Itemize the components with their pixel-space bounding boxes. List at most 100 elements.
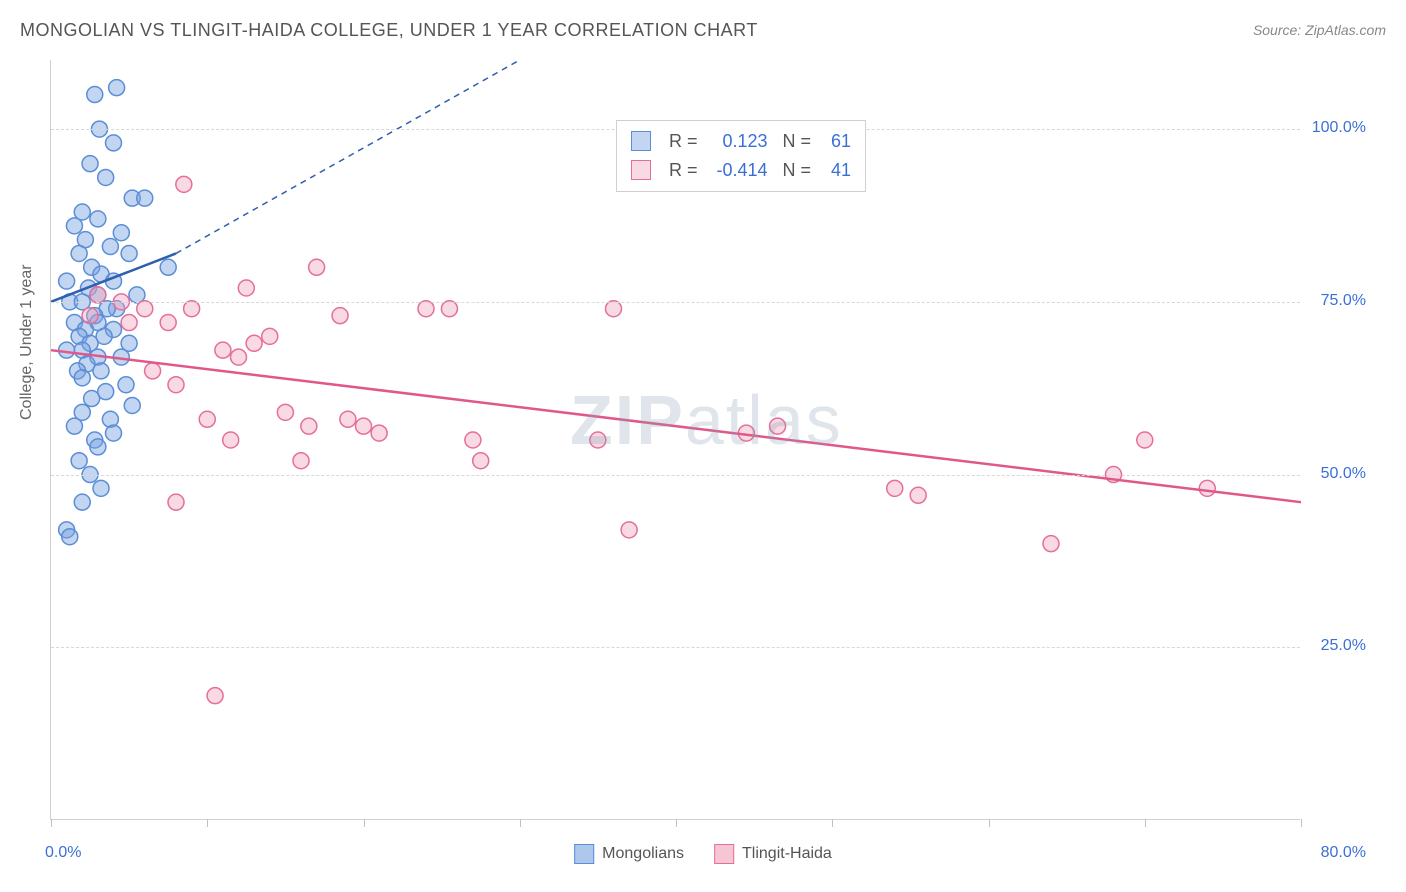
data-point bbox=[223, 432, 239, 448]
data-point bbox=[176, 176, 192, 192]
data-point bbox=[137, 190, 153, 206]
data-point bbox=[1199, 480, 1215, 496]
legend-item-mongolians: Mongolians bbox=[574, 844, 684, 864]
data-point bbox=[309, 259, 325, 275]
data-point bbox=[71, 453, 87, 469]
plot-area: R = 0.123 N = 61 R = -0.414 N = 41 bbox=[50, 60, 1300, 820]
r-label: R = bbox=[669, 156, 698, 185]
data-point bbox=[106, 135, 122, 151]
data-point bbox=[473, 453, 489, 469]
x-tick bbox=[1301, 819, 1302, 827]
x-axis-min-label: 0.0% bbox=[45, 844, 81, 862]
x-tick bbox=[676, 819, 677, 827]
data-point bbox=[231, 349, 247, 365]
gridline bbox=[51, 475, 1300, 476]
data-point bbox=[606, 301, 622, 317]
legend-label: Mongolians bbox=[602, 845, 684, 862]
data-point bbox=[160, 315, 176, 331]
x-tick bbox=[520, 819, 521, 827]
data-point bbox=[238, 280, 254, 296]
x-tick bbox=[989, 819, 990, 827]
legend-swatch-mongolians bbox=[631, 131, 651, 151]
data-point bbox=[74, 370, 90, 386]
data-point bbox=[246, 335, 262, 351]
data-point bbox=[770, 418, 786, 434]
legend-row-mongolians: R = 0.123 N = 61 bbox=[631, 127, 851, 156]
data-point bbox=[277, 404, 293, 420]
legend-swatch-tlingit bbox=[631, 160, 651, 180]
regression-line-extrapolated bbox=[176, 60, 520, 253]
data-point bbox=[90, 211, 106, 227]
data-point bbox=[93, 480, 109, 496]
x-tick bbox=[832, 819, 833, 827]
y-axis-label: College, Under 1 year bbox=[18, 264, 36, 420]
data-point bbox=[441, 301, 457, 317]
data-point bbox=[90, 287, 106, 303]
data-point bbox=[340, 411, 356, 427]
n-value-tlingit: 41 bbox=[821, 156, 851, 185]
x-tick bbox=[51, 819, 52, 827]
data-point bbox=[93, 363, 109, 379]
data-point bbox=[82, 308, 98, 324]
data-point bbox=[910, 487, 926, 503]
data-point bbox=[293, 453, 309, 469]
data-point bbox=[90, 439, 106, 455]
data-point bbox=[59, 273, 75, 289]
correlation-legend: R = 0.123 N = 61 R = -0.414 N = 41 bbox=[616, 120, 866, 192]
legend-row-tlingit: R = -0.414 N = 41 bbox=[631, 156, 851, 185]
data-point bbox=[118, 377, 134, 393]
legend-swatch-icon bbox=[574, 844, 594, 864]
data-point bbox=[590, 432, 606, 448]
y-tick-label: 25.0% bbox=[1296, 637, 1366, 655]
data-point bbox=[262, 328, 278, 344]
data-point bbox=[66, 218, 82, 234]
data-point bbox=[87, 87, 103, 103]
data-point bbox=[356, 418, 372, 434]
data-point bbox=[98, 169, 114, 185]
source-credit: Source: ZipAtlas.com bbox=[1253, 22, 1386, 38]
y-tick-label: 50.0% bbox=[1296, 465, 1366, 483]
y-tick-label: 75.0% bbox=[1296, 292, 1366, 310]
regression-line bbox=[51, 350, 1301, 502]
r-value-mongolians: 0.123 bbox=[708, 127, 768, 156]
data-point bbox=[121, 315, 137, 331]
gridline bbox=[51, 647, 1300, 648]
chart-title: MONGOLIAN VS TLINGIT-HAIDA COLLEGE, UNDE… bbox=[20, 20, 758, 41]
legend-swatch-icon bbox=[714, 844, 734, 864]
data-point bbox=[168, 494, 184, 510]
gridline bbox=[51, 302, 1300, 303]
data-point bbox=[621, 522, 637, 538]
data-point bbox=[465, 432, 481, 448]
data-point bbox=[301, 418, 317, 434]
r-value-tlingit: -0.414 bbox=[708, 156, 768, 185]
series-legend: Mongolians Tlingit-Haida bbox=[574, 844, 832, 864]
legend-label: Tlingit-Haida bbox=[742, 845, 832, 862]
data-point bbox=[371, 425, 387, 441]
data-point bbox=[332, 308, 348, 324]
data-point bbox=[137, 301, 153, 317]
data-point bbox=[84, 391, 100, 407]
data-point bbox=[418, 301, 434, 317]
legend-item-tlingit: Tlingit-Haida bbox=[714, 844, 832, 864]
data-point bbox=[102, 239, 118, 255]
data-point bbox=[168, 377, 184, 393]
x-tick bbox=[207, 819, 208, 827]
data-point bbox=[887, 480, 903, 496]
n-label: N = bbox=[778, 127, 812, 156]
data-point bbox=[145, 363, 161, 379]
data-point bbox=[124, 397, 140, 413]
data-point bbox=[106, 425, 122, 441]
data-point bbox=[215, 342, 231, 358]
data-point bbox=[184, 301, 200, 317]
data-point bbox=[109, 80, 125, 96]
data-point bbox=[207, 688, 223, 704]
data-point bbox=[113, 225, 129, 241]
x-tick bbox=[364, 819, 365, 827]
data-point bbox=[160, 259, 176, 275]
data-point bbox=[71, 245, 87, 261]
y-tick-label: 100.0% bbox=[1296, 119, 1366, 137]
x-axis-max-label: 80.0% bbox=[1321, 844, 1366, 862]
data-point bbox=[74, 494, 90, 510]
data-point bbox=[66, 418, 82, 434]
data-point bbox=[1043, 536, 1059, 552]
